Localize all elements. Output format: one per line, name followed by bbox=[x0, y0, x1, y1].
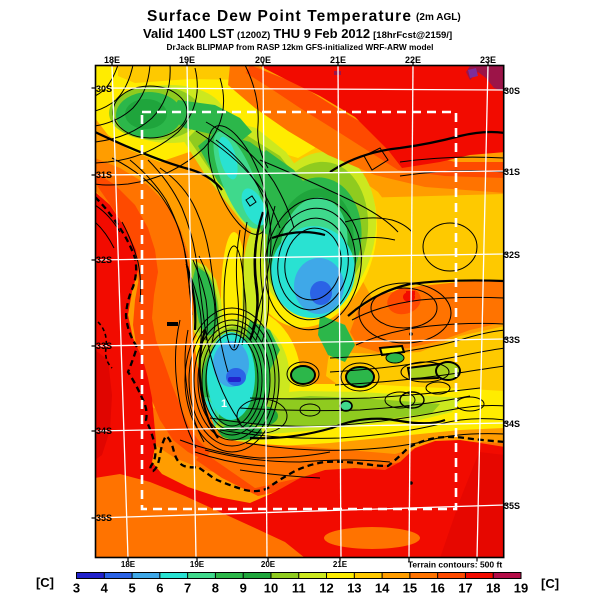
svg-text:15: 15 bbox=[403, 581, 417, 596]
svg-text:11: 11 bbox=[292, 581, 306, 596]
svg-text:[C]: [C] bbox=[36, 575, 54, 590]
svg-text:Terrain contours: 500 ft: Terrain contours: 500 ft bbox=[408, 560, 502, 570]
svg-text:19E: 19E bbox=[179, 55, 195, 65]
svg-text:DrJack BLIPMAP from RASP 12km: DrJack BLIPMAP from RASP 12km GFS-initia… bbox=[167, 42, 434, 52]
svg-text:31S: 31S bbox=[504, 167, 520, 177]
svg-text:8: 8 bbox=[212, 581, 219, 596]
svg-text:18E: 18E bbox=[121, 560, 136, 569]
svg-text:19E: 19E bbox=[190, 560, 205, 569]
svg-text:[C]: [C] bbox=[541, 576, 559, 591]
svg-text:3: 3 bbox=[73, 581, 80, 596]
svg-text:6: 6 bbox=[156, 581, 163, 596]
svg-text:16: 16 bbox=[430, 581, 444, 596]
svg-text:10: 10 bbox=[264, 581, 278, 596]
svg-text:14: 14 bbox=[375, 581, 390, 596]
svg-text:19: 19 bbox=[514, 581, 528, 596]
svg-text:30S: 30S bbox=[504, 86, 520, 96]
svg-text:22E: 22E bbox=[405, 55, 421, 65]
svg-text:18E: 18E bbox=[104, 55, 120, 65]
svg-text:9: 9 bbox=[240, 581, 247, 596]
svg-text:1: 1 bbox=[221, 398, 227, 410]
svg-text:35S: 35S bbox=[96, 513, 112, 523]
svg-text:33S: 33S bbox=[504, 335, 520, 345]
svg-text:21E: 21E bbox=[333, 560, 348, 569]
svg-text:13: 13 bbox=[347, 581, 361, 596]
svg-text:32S: 32S bbox=[504, 250, 520, 260]
svg-text:30S: 30S bbox=[96, 84, 112, 94]
svg-text:34S: 34S bbox=[504, 419, 520, 429]
svg-text:23E: 23E bbox=[480, 55, 496, 65]
svg-text:Surface Dew Point Temperature(: Surface Dew Point Temperature (2m AGL) bbox=[147, 8, 461, 25]
svg-text:4: 4 bbox=[101, 581, 109, 596]
svg-text:32S: 32S bbox=[96, 255, 112, 265]
svg-text:31S: 31S bbox=[96, 170, 112, 180]
svg-text:20E: 20E bbox=[255, 55, 271, 65]
svg-text:34S: 34S bbox=[96, 426, 112, 436]
svg-text:Valid 1400 LST(1200Z)THU 9 Feb: Valid 1400 LST (1200Z) THU 9 Feb 2012 [18hr… bbox=[143, 26, 452, 41]
svg-text:5: 5 bbox=[128, 581, 135, 596]
svg-text:35S: 35S bbox=[504, 501, 520, 511]
svg-text:7: 7 bbox=[184, 581, 191, 596]
svg-text:17: 17 bbox=[458, 581, 472, 596]
svg-text:12: 12 bbox=[319, 581, 333, 596]
svg-text:33S: 33S bbox=[96, 341, 112, 351]
svg-text:18: 18 bbox=[486, 581, 500, 596]
svg-text:21E: 21E bbox=[330, 55, 346, 65]
svg-text:20E: 20E bbox=[261, 560, 276, 569]
